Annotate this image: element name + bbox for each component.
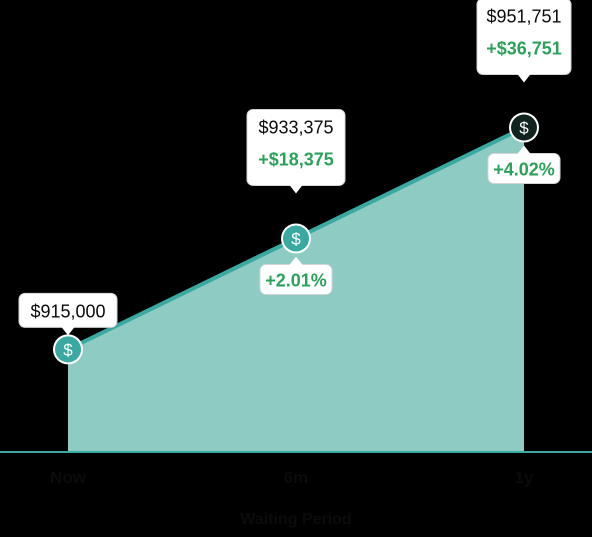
value-callout: $933,375 +$18,375 xyxy=(246,108,346,194)
x-tick-layer: Now 6m 1y xyxy=(50,468,534,487)
dollar-glyph: $ xyxy=(519,119,529,138)
gain-label: +$18,375 xyxy=(258,149,334,169)
dollar-glyph: $ xyxy=(63,340,73,359)
x-tick-label: Now xyxy=(50,468,87,487)
data-point xyxy=(511,114,537,141)
dollar-glyph: $ xyxy=(291,229,301,248)
callout-tail xyxy=(517,145,531,155)
percent-callout: +4.02% xyxy=(487,145,561,185)
x-tick-label: 1y xyxy=(515,468,534,487)
callout-tail xyxy=(61,326,75,336)
callout-layer: $915,000 $933,375 +$18,375 +2.01% $951,751 +$… xyxy=(18,0,572,336)
marker-layer: $ $ $ xyxy=(53,112,539,365)
data-point xyxy=(283,225,309,252)
value-callout: $951,751 +$36,751 xyxy=(476,0,572,83)
value-label: $915,000 xyxy=(30,301,105,321)
callout-tail xyxy=(289,184,303,194)
dollar-icon: $ xyxy=(53,334,83,365)
value-label: $933,375 xyxy=(258,117,333,137)
percent-callout: +2.01% xyxy=(259,256,333,295)
dollar-icon: $ xyxy=(281,223,311,254)
x-tick-label: 6m xyxy=(284,468,309,487)
percent-label: +2.01% xyxy=(265,270,327,290)
callout-tail xyxy=(289,256,303,266)
dollar-icon: $ xyxy=(509,112,539,143)
data-point xyxy=(55,336,81,363)
x-axis-title: Waiting Period xyxy=(240,511,351,528)
gain-label: +$36,751 xyxy=(486,39,562,59)
callout-tail xyxy=(517,73,531,83)
value-label: $951,751 xyxy=(486,7,561,27)
percent-label: +4.02% xyxy=(493,160,555,180)
value-callout: $915,000 xyxy=(18,292,118,336)
